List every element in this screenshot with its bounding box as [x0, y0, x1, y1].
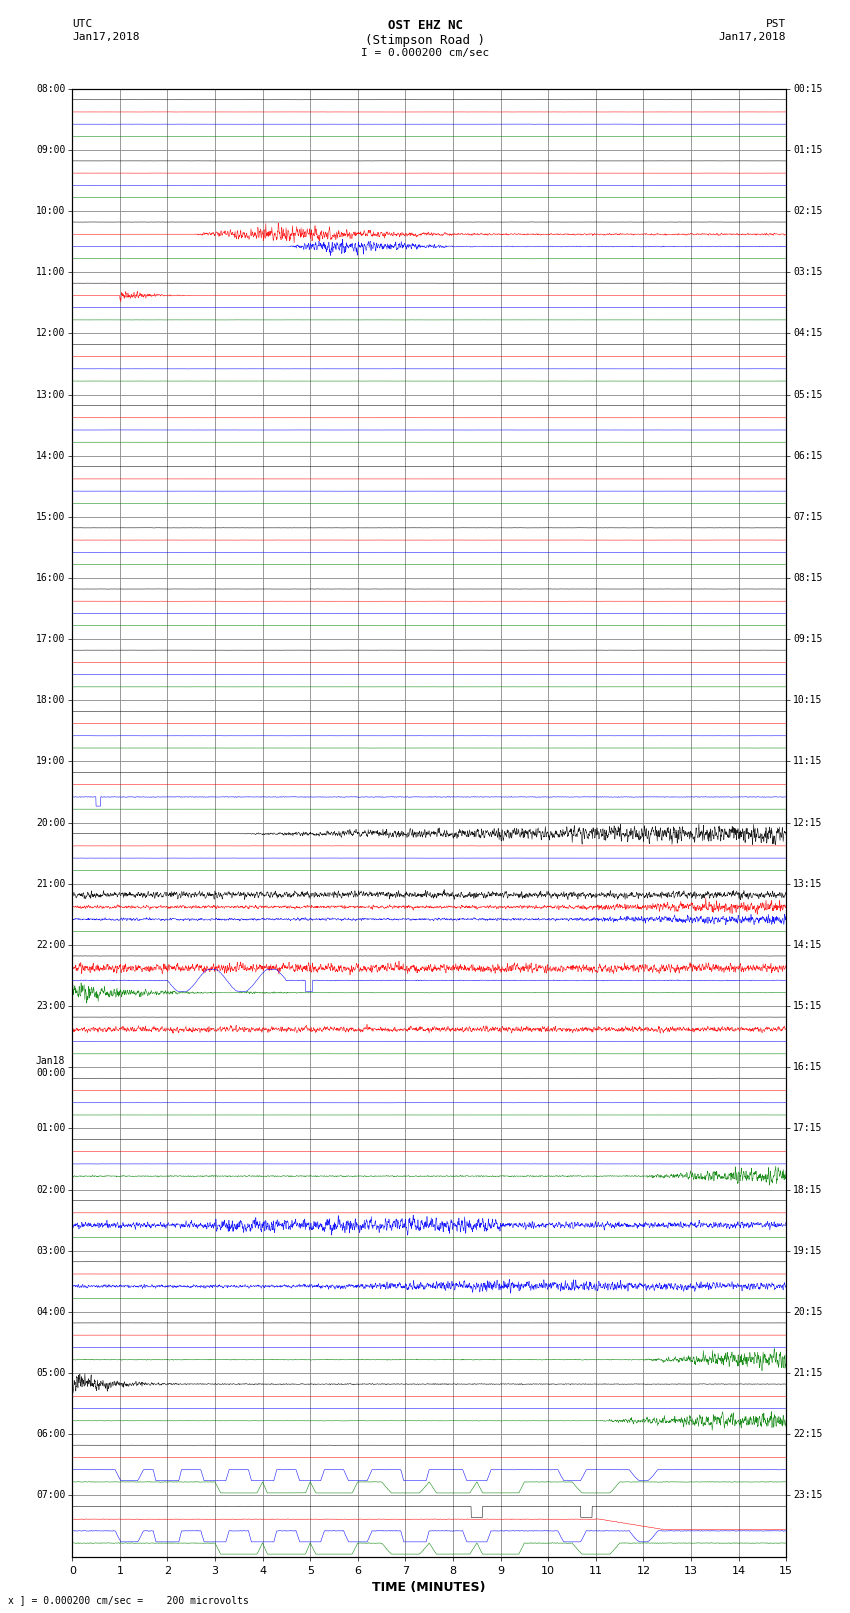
Text: I = 0.000200 cm/sec: I = 0.000200 cm/sec — [361, 48, 489, 58]
Text: x ] = 0.000200 cm/sec =    200 microvolts: x ] = 0.000200 cm/sec = 200 microvolts — [8, 1595, 249, 1605]
Text: (Stimpson Road ): (Stimpson Road ) — [365, 34, 485, 47]
Text: PST: PST — [766, 19, 786, 29]
Text: UTC: UTC — [72, 19, 93, 29]
Text: Jan17,2018: Jan17,2018 — [719, 32, 786, 42]
X-axis label: TIME (MINUTES): TIME (MINUTES) — [372, 1581, 486, 1594]
Text: OST EHZ NC: OST EHZ NC — [388, 19, 462, 32]
Text: Jan17,2018: Jan17,2018 — [72, 32, 139, 42]
